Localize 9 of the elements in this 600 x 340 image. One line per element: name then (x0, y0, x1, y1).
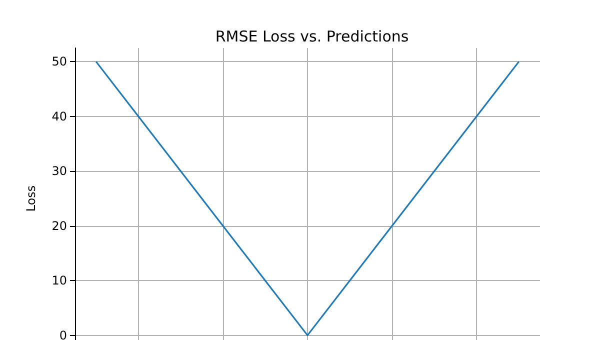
y-tick-label: 40 (52, 109, 67, 124)
y-tick-label: 10 (52, 274, 67, 288)
y-tick-label: 0 (59, 328, 67, 340)
y-axis-title: Loss (24, 185, 38, 212)
line-series (95, 60, 520, 336)
y-tick-label: 30 (52, 164, 67, 178)
y-tick-label: 50 (52, 54, 67, 69)
y-tick-label: 20 (52, 218, 67, 233)
chart-title: RMSE Loss vs. Predictions (215, 28, 409, 46)
